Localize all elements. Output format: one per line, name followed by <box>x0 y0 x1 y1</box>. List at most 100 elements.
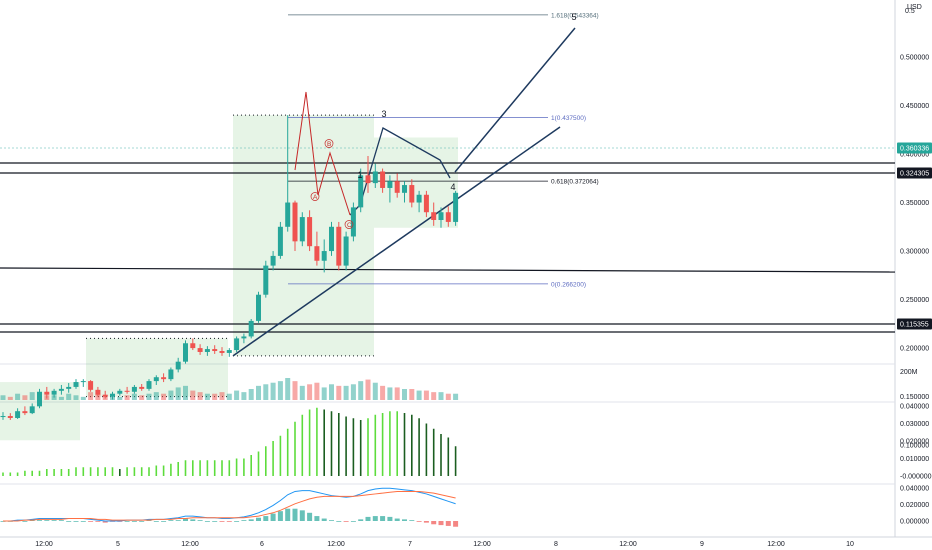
macd-histogram-bar <box>445 521 451 526</box>
volume-bar <box>58 396 64 400</box>
abc-correction-path <box>294 91 351 216</box>
price-tick-label: 0.350000 <box>900 200 929 207</box>
volume-bar <box>29 392 35 400</box>
volume-bar <box>51 395 57 400</box>
macd-histogram-bar <box>248 519 254 521</box>
candle-body <box>423 194 429 213</box>
macd-histogram-bar <box>197 520 203 521</box>
candle-body <box>15 411 21 418</box>
candle-body <box>175 361 181 370</box>
candle-body <box>183 343 188 362</box>
price-tag-label: 0.115355 <box>900 322 929 329</box>
price-tick-label: 0.100000 <box>900 443 929 450</box>
volume-bar <box>314 382 320 400</box>
candle-body <box>248 320 254 337</box>
candle-body <box>117 390 123 394</box>
macd-histogram-bar <box>44 520 50 521</box>
candle-body <box>234 338 240 351</box>
macd-histogram-bar <box>102 521 108 523</box>
currency-label: USD <box>907 4 922 11</box>
macd-histogram-bar <box>256 517 261 521</box>
macd-histogram-bar <box>358 519 364 521</box>
projection-line <box>454 27 576 173</box>
candle-body <box>329 226 334 252</box>
price-tag <box>897 167 932 179</box>
time-tick-label: 9 <box>700 541 704 548</box>
oscillator-tick-label: -0.000000 <box>900 474 932 481</box>
volume-bar <box>197 392 203 400</box>
volume-bar <box>321 387 327 400</box>
macd-histogram-bar <box>80 521 86 522</box>
macd-histogram-bar <box>234 521 240 522</box>
abc-circle <box>344 220 354 229</box>
macd-histogram-bar <box>285 508 291 521</box>
oscillator-tick-label: 0.040000 <box>900 404 929 411</box>
candle-body <box>372 171 378 184</box>
volume-bar <box>80 396 86 400</box>
abc-label: C <box>347 222 352 229</box>
macd-histogram-bar <box>175 520 181 521</box>
volume-bar <box>329 384 334 400</box>
fib-level-label: 0(0.266200) <box>551 281 586 288</box>
candle-body <box>416 194 422 203</box>
candle-body <box>292 202 298 242</box>
macd-histogram-bar <box>51 520 57 521</box>
candle-body <box>409 185 415 203</box>
candle-body <box>204 349 210 352</box>
volume-bar <box>7 396 13 400</box>
volume-bar <box>453 393 459 400</box>
macd-histogram-bar <box>299 510 305 521</box>
volume-bar <box>234 390 240 400</box>
volume-bar <box>183 385 188 400</box>
candle-body <box>336 226 342 266</box>
candle-body <box>29 406 35 414</box>
price-tick-label: 0.5 <box>905 8 915 15</box>
macd-histogram-bar <box>124 521 130 522</box>
volume-bar <box>219 392 225 400</box>
macd-histogram-bar <box>153 521 159 522</box>
macd-histogram-bar <box>204 521 210 522</box>
price-tick-label: 0.150000 <box>900 394 929 401</box>
volume-bar <box>438 392 444 400</box>
volume-bar <box>423 390 429 400</box>
candle-body <box>380 171 386 188</box>
volume-bar <box>277 381 283 400</box>
time-tick-label: 12:00 <box>619 541 637 548</box>
volume-bar <box>270 382 276 400</box>
macd-histogram-bar <box>380 516 386 521</box>
macd-histogram-bar <box>277 511 283 521</box>
candle-body <box>285 202 291 227</box>
candle-body <box>88 381 94 390</box>
price-tag <box>897 142 932 154</box>
time-tick-label: 5 <box>116 541 120 548</box>
volume-bar <box>263 384 269 400</box>
candle-body <box>270 255 276 266</box>
candle-body <box>22 411 28 414</box>
price-tick-label: 0.300000 <box>900 249 929 256</box>
price-tick-label: 0.200000 <box>900 346 929 353</box>
macd-tick-label: 0.020000 <box>900 502 929 509</box>
macd-histogram-bar <box>438 521 444 526</box>
signal-line <box>3 490 456 522</box>
volume-bar <box>380 385 386 400</box>
volume-bar <box>256 385 261 400</box>
macd-histogram-bar <box>372 516 378 521</box>
volume-bar <box>153 392 159 400</box>
volume-bar <box>66 393 72 400</box>
volume-bar <box>37 393 42 400</box>
candle-body <box>212 349 218 352</box>
volume-bar <box>73 395 79 400</box>
volume-bar <box>95 393 101 400</box>
volume-bar <box>409 389 415 400</box>
candle-body <box>146 381 152 389</box>
macd-histogram-bar <box>394 518 400 521</box>
wave-label: 5 <box>572 12 577 22</box>
macd-histogram-bar <box>270 513 276 521</box>
volume-bar <box>248 389 254 400</box>
candle-body <box>124 390 130 392</box>
volume-bar <box>117 396 123 400</box>
macd-histogram-bar <box>241 520 247 521</box>
candle-body <box>73 382 79 387</box>
candle-body <box>139 386 145 389</box>
